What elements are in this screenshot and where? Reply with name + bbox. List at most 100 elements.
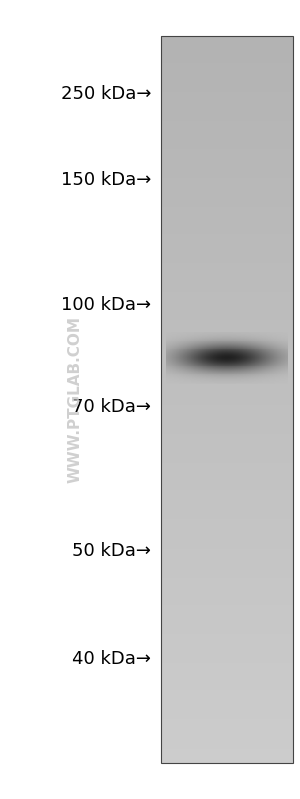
Bar	[176, 347, 177, 348]
Bar	[176, 352, 177, 353]
Bar	[283, 342, 284, 344]
Bar	[199, 338, 200, 339]
Bar	[258, 344, 259, 345]
Bar	[288, 374, 289, 375]
Bar	[259, 349, 260, 350]
Bar	[191, 337, 192, 338]
Bar	[268, 333, 269, 334]
Bar	[160, 207, 292, 209]
Bar	[164, 355, 165, 356]
Bar	[183, 366, 184, 367]
Bar	[193, 383, 194, 384]
Bar	[248, 372, 249, 374]
Bar	[238, 340, 239, 341]
Bar	[194, 371, 195, 372]
Bar	[160, 505, 292, 507]
Bar	[234, 382, 235, 383]
Bar	[214, 349, 215, 350]
Bar	[177, 372, 178, 374]
Bar	[226, 371, 227, 372]
Bar	[249, 349, 250, 350]
Bar	[160, 103, 292, 105]
Bar	[277, 346, 278, 347]
Bar	[167, 336, 168, 337]
Bar	[175, 353, 176, 354]
Bar	[181, 339, 182, 340]
Bar	[191, 341, 192, 342]
Bar	[208, 334, 209, 335]
Bar	[229, 340, 230, 341]
Bar	[184, 357, 185, 359]
Bar	[231, 334, 232, 335]
Bar	[238, 383, 239, 384]
Bar	[214, 353, 215, 354]
Bar	[227, 360, 228, 361]
Bar	[173, 334, 174, 335]
Bar	[234, 332, 235, 333]
Bar	[216, 383, 217, 384]
Bar	[207, 356, 208, 357]
Bar	[174, 371, 175, 372]
Bar	[189, 335, 190, 336]
Bar	[276, 378, 277, 379]
Bar	[270, 372, 271, 374]
Bar	[263, 375, 264, 376]
Bar	[244, 363, 245, 364]
Bar	[174, 372, 175, 374]
Bar	[265, 348, 266, 349]
Bar	[253, 336, 254, 337]
Bar	[160, 754, 292, 756]
Bar	[212, 357, 213, 359]
Bar	[225, 360, 226, 361]
Bar	[270, 374, 271, 375]
Bar	[209, 345, 210, 346]
Bar	[248, 349, 249, 350]
Bar	[192, 360, 193, 361]
Bar	[244, 361, 245, 362]
Bar	[204, 360, 205, 361]
Bar	[260, 335, 261, 336]
Bar	[211, 357, 212, 359]
Bar	[168, 350, 169, 352]
Bar	[189, 337, 190, 338]
Bar	[191, 362, 192, 363]
Bar	[270, 383, 271, 384]
Bar	[191, 379, 192, 380]
Bar	[274, 362, 275, 363]
Bar	[284, 378, 285, 379]
Bar	[160, 551, 292, 552]
Bar	[246, 359, 247, 360]
Bar	[220, 339, 221, 340]
Bar	[242, 355, 243, 356]
Bar	[236, 344, 237, 345]
Bar	[260, 369, 261, 370]
Bar	[255, 364, 256, 366]
Bar	[230, 377, 231, 378]
Bar	[218, 362, 219, 363]
Bar	[228, 349, 229, 350]
Bar	[205, 376, 206, 377]
Bar	[250, 382, 251, 383]
Bar	[229, 342, 230, 344]
Bar	[248, 357, 249, 359]
Bar	[259, 345, 260, 346]
Bar	[193, 378, 194, 379]
Bar	[228, 344, 229, 345]
Bar	[276, 359, 277, 360]
Bar	[245, 383, 246, 384]
Bar	[237, 379, 238, 380]
Bar	[191, 353, 192, 354]
Bar	[211, 369, 212, 370]
Bar	[177, 368, 178, 369]
Bar	[286, 366, 287, 367]
Bar	[264, 381, 265, 382]
Bar	[267, 359, 268, 360]
Bar	[238, 374, 239, 375]
Bar	[227, 367, 228, 368]
Bar	[229, 370, 230, 371]
Bar	[211, 355, 212, 356]
Bar	[230, 353, 231, 354]
Bar	[227, 352, 228, 353]
Bar	[207, 368, 208, 369]
Bar	[232, 377, 233, 378]
